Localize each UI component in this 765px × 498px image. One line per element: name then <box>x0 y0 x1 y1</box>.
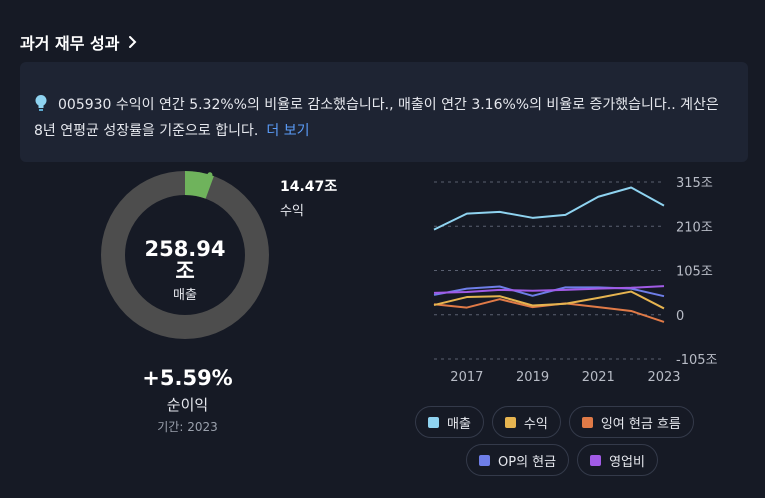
legend-label: 잉여 현금 흐름 <box>600 416 681 432</box>
donut-center: 258.94 조 매출 <box>100 238 270 303</box>
legend-swatch <box>479 454 490 466</box>
earnings-label: 수익 <box>280 204 304 219</box>
series-line <box>433 285 665 294</box>
series-line <box>433 298 665 323</box>
x-tick-label: 2019 <box>516 370 549 385</box>
donut-total-value: 258.94 <box>144 237 226 261</box>
growth-label: 순이익 <box>166 396 209 414</box>
revenue-donut: 258.94 조 매출 <box>100 170 270 340</box>
legend-label: 수익 <box>523 416 548 432</box>
growth-value: +5.59% <box>142 366 233 390</box>
y-tick-label: 315조 <box>676 176 713 191</box>
legend-swatch <box>428 416 439 428</box>
legend-item[interactable]: 매출 <box>415 406 484 438</box>
x-tick-label: 2021 <box>582 370 615 385</box>
legend-row-2: OP의 현금 영업비 <box>466 444 658 476</box>
legend-label: 영업비 <box>609 454 645 470</box>
legend-swatch <box>581 416 593 428</box>
earnings-callout: 14.47조 수익 <box>280 176 337 219</box>
chevron-right-icon <box>129 36 137 48</box>
legend-swatch <box>504 416 516 428</box>
donut-earnings-slice <box>184 171 214 199</box>
see-more-link[interactable]: 더 보기 <box>266 123 310 139</box>
info-box: 005930 수익이 연간 5.32%%의 비율로 감소했습니다., 매출이 연… <box>20 62 748 162</box>
series-line <box>433 290 665 310</box>
legend-item[interactable]: 수익 <box>491 406 561 438</box>
legend-label: 매출 <box>447 416 471 432</box>
legend-item[interactable]: 영업비 <box>577 444 658 476</box>
y-tick-label: 105조 <box>676 265 713 280</box>
growth-period: 기간: 2023 <box>157 420 218 434</box>
x-tick-label: 2023 <box>647 370 680 385</box>
donut-callout-dot <box>207 172 213 178</box>
y-tick-label: -105조 <box>676 353 718 368</box>
y-tick-label: 0 <box>676 309 684 324</box>
legend-row-1: 매출 수익 잉여 현금 흐름 <box>415 406 694 438</box>
legend-item[interactable]: OP의 현금 <box>466 444 570 476</box>
donut-total-unit: 조 <box>175 259 195 283</box>
donut-total-label: 매출 <box>173 288 197 303</box>
series-line <box>433 186 665 231</box>
earnings-value: 14.47조 <box>280 179 338 195</box>
section-title: 과거 재무 성과 <box>20 34 120 53</box>
lightbulb-icon <box>35 95 47 111</box>
legend-swatch <box>590 454 602 466</box>
y-tick-label: 210조 <box>676 220 713 235</box>
section-header[interactable]: 과거 재무 성과 <box>20 30 139 54</box>
legend-item[interactable]: 잉여 현금 흐름 <box>568 406 694 438</box>
x-tick-label: 2017 <box>450 370 483 385</box>
net-income-growth: +5.59% 순이익 기간: 2023 <box>100 366 275 435</box>
info-text: 005930 수익이 연간 5.32%%의 비율로 감소했습니다., 매출이 연… <box>34 97 719 139</box>
donut-chart <box>101 171 269 339</box>
financial-line-chart: 315조 210조 105조 0 -105조 2017 2019 2021 2023 <box>433 176 718 385</box>
legend-label: OP의 현금 <box>498 454 557 470</box>
